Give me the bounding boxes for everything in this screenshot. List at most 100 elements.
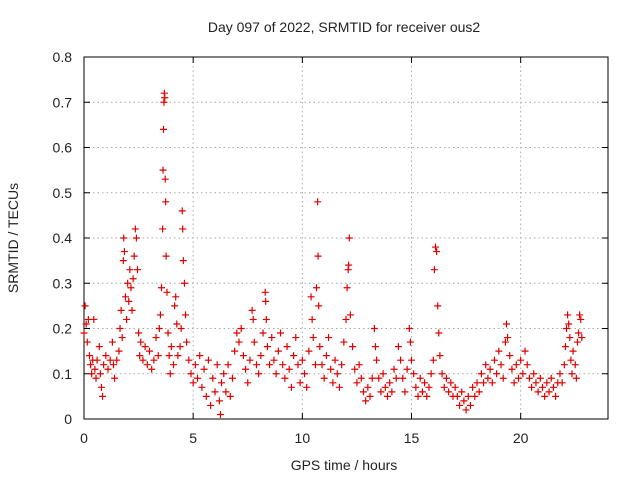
data-point [480,379,488,387]
data-point [196,352,204,360]
data-point [473,379,481,387]
data-point [248,306,256,314]
data-point [249,315,257,323]
data-point [543,379,551,387]
data-point [510,379,518,387]
data-point [96,370,104,378]
data-point [92,374,100,382]
data-point [528,383,536,391]
data-point [165,352,173,360]
data-point [90,315,98,323]
data-point [410,370,418,378]
data-point [161,94,169,102]
data-point [414,392,422,400]
data-point [303,383,311,391]
data-point [342,315,350,323]
data-point [131,225,139,233]
data-point [379,370,387,378]
data-point [488,379,496,387]
data-point [152,334,160,342]
data-point [202,392,210,400]
data-point [183,338,191,346]
data-point [345,234,353,242]
y-tick-label: 0.7 [53,94,73,110]
data-point [159,166,167,174]
data-point [421,379,429,387]
data-point [392,374,400,382]
data-point [218,379,226,387]
data-point [239,352,247,360]
data-point [499,374,507,382]
data-point [301,370,309,378]
data-point [429,356,437,364]
data-point [381,383,389,391]
y-tick-label: 0.2 [53,321,73,337]
data-point [132,234,140,242]
data-point [552,392,560,400]
data-point [189,379,197,387]
data-point [345,261,353,269]
data-point [397,356,405,364]
data-point [435,329,443,337]
data-point [80,329,88,337]
data-point [475,388,483,396]
data-point [141,343,149,351]
data-point [146,347,153,355]
data-point [137,338,145,346]
data-point [109,361,117,369]
data-point [292,334,300,342]
data-point [322,352,330,360]
data-point [162,252,170,260]
data-point [568,370,576,378]
y-tick-label: 0.6 [53,140,73,156]
data-point [158,284,166,292]
data-point [309,334,317,342]
data-point [497,361,505,369]
data-point [173,320,181,328]
data-point [155,325,163,332]
data-point [390,365,398,373]
data-point [220,370,228,378]
data-point [277,329,284,337]
data-point [316,343,324,351]
data-point [436,352,444,360]
y-axis-label: SRMTID / TECUs [5,183,21,293]
data-point [517,356,525,364]
data-point [578,334,586,342]
data-point [388,388,396,396]
data-point [261,288,269,296]
data-point [216,410,224,418]
data-point [259,329,267,337]
data-point [427,370,435,378]
data-point [85,352,93,360]
data-point [129,275,137,283]
data-point [279,361,287,369]
data-point [119,257,127,265]
data-point [108,338,116,346]
data-point [191,361,199,369]
data-point [270,356,278,364]
data-point [252,361,260,369]
data-point [521,347,529,355]
data-point [159,125,167,133]
data-point [458,388,466,396]
data-point [373,356,381,364]
data-point [534,388,542,396]
data-point [523,361,531,369]
data-point [460,397,468,405]
data-point [298,356,306,364]
data-point [125,297,133,305]
data-point [368,374,376,382]
x-tick-label: 0 [80,430,88,446]
data-point [331,356,339,364]
data-point [178,207,186,215]
data-point [403,365,411,373]
data-point [525,374,533,382]
data-point [263,343,271,351]
data-point [340,338,348,346]
data-point [166,370,174,378]
data-point [434,302,442,310]
data-point [204,356,212,364]
data-point [377,388,385,396]
